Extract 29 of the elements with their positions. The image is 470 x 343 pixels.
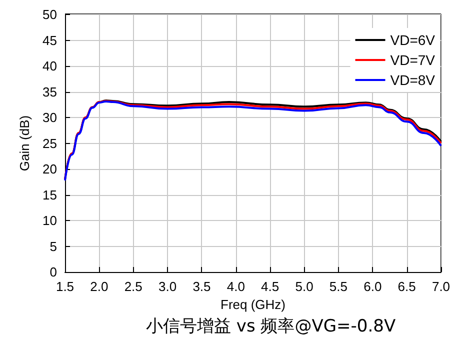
y-tick-label: 30 [42, 110, 57, 125]
x-tick-label: 4.5 [261, 279, 280, 294]
x-tick-label: 3.5 [192, 279, 211, 294]
x-tick-label: 2.0 [90, 279, 108, 294]
x-tick-label: 3.0 [158, 279, 177, 294]
y-tick-label: 25 [42, 136, 57, 151]
y-tick-label: 45 [42, 32, 57, 48]
x-tick-label: 2.5 [124, 279, 142, 294]
x-tick-label: 5.5 [329, 279, 348, 294]
y-tick-label: 40 [42, 58, 57, 74]
x-tick-label: 6.5 [398, 279, 416, 294]
x-tick-label: 7.0 [432, 279, 450, 294]
y-axis-title: Gain (dB) [17, 115, 32, 172]
legend-label: VD=7V [390, 52, 436, 68]
text: 小信号增益 vs 频率@VG=-0.8V [146, 316, 396, 336]
y-tick-label: 0 [50, 264, 57, 280]
x-tick-label: 4.0 [226, 279, 245, 294]
x-tick-label: 1.5 [56, 279, 74, 294]
y-tick-label: 50 [42, 7, 57, 22]
legend-label: VD=8V [390, 72, 436, 88]
y-tick-label: 35 [42, 84, 57, 100]
x-axis-title: Freq (GHz) [220, 296, 286, 312]
y-tick-label: 15 [42, 187, 57, 202]
y-tick-label: 5 [50, 238, 57, 254]
y-tick-label: 10 [42, 213, 57, 228]
legend-label: VD=6V [390, 32, 436, 48]
y-tick-label: 20 [42, 162, 57, 176]
x-tick-label: 5.0 [295, 279, 314, 294]
x-tick-label: 6.0 [364, 279, 382, 294]
